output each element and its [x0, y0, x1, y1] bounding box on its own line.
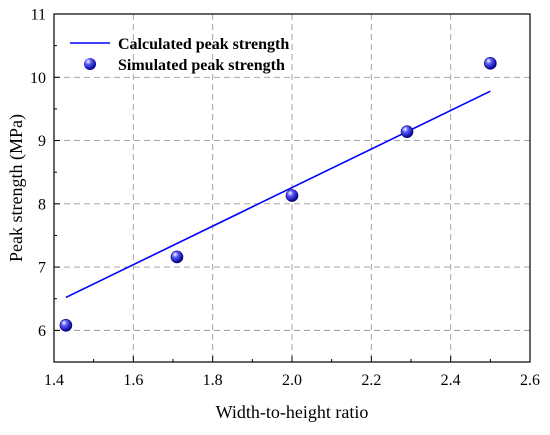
legend-label-calculated: Calculated peak strength — [118, 36, 289, 53]
y-tick-label: 11 — [31, 7, 46, 24]
calculated-strength-line — [65, 90, 491, 299]
y-axis-title: Peak strength (MPa) — [6, 114, 27, 262]
y-tick-label: 9 — [38, 133, 46, 150]
y-tick-labels: 6 7 8 9 10 11 — [30, 7, 46, 340]
simulated-strength-point — [59, 319, 73, 332]
x-tick-label: 1.6 — [123, 372, 143, 389]
simulated-strength-point — [170, 250, 184, 264]
x-tick-labels: 1.4 1.6 1.8 2.0 2.2 2.4 2.6 — [44, 372, 540, 389]
series — [59, 57, 497, 332]
simulated-strength-point — [484, 57, 497, 70]
x-axis-title: Width-to-height ratio — [216, 402, 369, 422]
y-tick-label: 6 — [38, 323, 46, 340]
x-tick-label: 2.4 — [441, 372, 461, 389]
simulated-strength-point — [400, 125, 414, 138]
x-tick-label: 2.2 — [361, 372, 381, 389]
legend-label-simulated: Simulated peak strength — [118, 57, 285, 74]
x-tick-label: 1.8 — [203, 372, 223, 389]
x-tick-label: 2.0 — [282, 372, 302, 389]
legend: Calculated peak strength Simulated peak … — [70, 36, 289, 74]
axis-ticks — [53, 13, 531, 363]
y-tick-label: 10 — [30, 70, 46, 87]
y-tick-label: 8 — [38, 196, 46, 213]
y-tick-label: 7 — [38, 260, 46, 277]
simulated-strength-point — [285, 189, 299, 202]
legend-marker-swatch — [84, 58, 96, 70]
x-tick-label: 1.4 — [44, 372, 64, 389]
x-tick-label: 2.6 — [520, 372, 540, 389]
